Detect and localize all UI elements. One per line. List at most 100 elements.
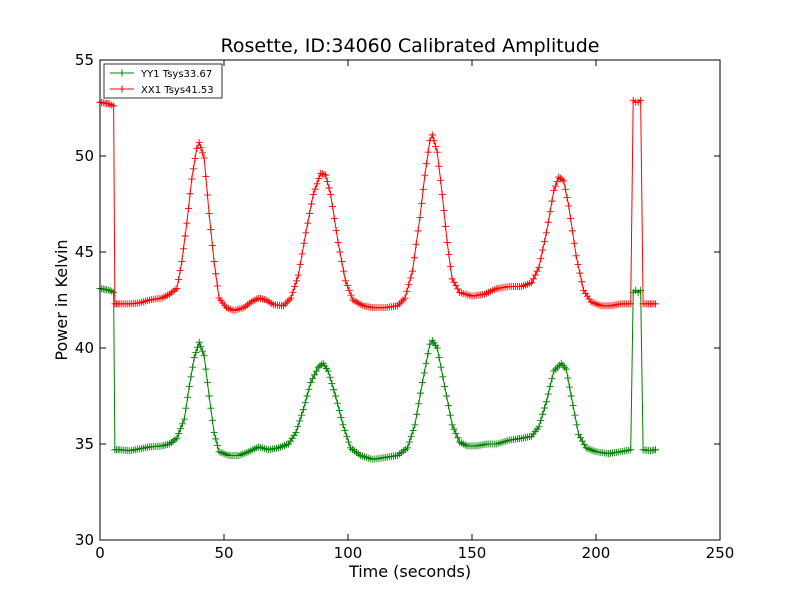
data-point-marker xyxy=(255,294,263,302)
data-point-marker xyxy=(203,191,211,199)
data-point-marker xyxy=(332,226,340,234)
data-point-marker xyxy=(419,185,427,193)
data-point-marker xyxy=(340,267,348,275)
data-point-marker xyxy=(546,382,554,390)
data-point-marker xyxy=(207,226,215,234)
data-point-marker xyxy=(182,404,190,412)
data-point-marker xyxy=(183,219,191,227)
data-point-marker xyxy=(528,279,536,287)
data-point-marker xyxy=(548,197,556,205)
data-point-marker xyxy=(247,298,255,306)
data-point-marker xyxy=(328,380,336,388)
data-point-marker xyxy=(315,175,323,183)
data-point-marker xyxy=(336,248,344,256)
data-point-marker xyxy=(456,438,464,446)
data-point-marker xyxy=(435,162,443,170)
data-point-marker xyxy=(433,344,441,352)
data-point-marker xyxy=(569,402,577,410)
y-tick-label: 40 xyxy=(75,339,94,357)
data-point-marker xyxy=(162,292,170,300)
data-point-marker xyxy=(191,155,199,163)
data-point-marker xyxy=(242,302,250,310)
data-point-marker xyxy=(309,190,317,198)
data-point-marker xyxy=(448,275,456,283)
data-point-marker xyxy=(563,194,571,202)
data-point-marker xyxy=(318,170,326,178)
data-point-marker xyxy=(580,440,588,448)
y-tick-label: 55 xyxy=(75,51,94,69)
data-point-marker xyxy=(401,294,409,302)
data-point-marker xyxy=(205,210,213,218)
data-point-marker xyxy=(301,399,309,407)
data-point-marker xyxy=(560,177,568,185)
data-point-marker xyxy=(165,290,173,298)
data-point-marker xyxy=(437,363,445,371)
data-point-marker xyxy=(207,404,215,412)
data-point-marker xyxy=(224,304,232,312)
data-point-marker xyxy=(566,383,574,391)
data-point-marker xyxy=(177,425,185,433)
data-point-marker xyxy=(287,294,295,302)
data-point-marker xyxy=(332,392,340,400)
data-point-marker xyxy=(440,206,448,214)
data-point-marker xyxy=(300,239,308,247)
data-point-marker xyxy=(264,297,272,305)
series-markers xyxy=(96,284,660,463)
data-point-marker xyxy=(307,379,315,387)
data-point-marker xyxy=(558,176,566,184)
data-point-marker xyxy=(450,278,458,286)
data-point-marker xyxy=(578,278,586,286)
data-point-marker xyxy=(576,269,584,277)
data-point-marker xyxy=(405,281,413,289)
data-point-marker xyxy=(412,240,420,248)
chart-title: Rosette, ID:34060 Calibrated Amplitude xyxy=(221,35,600,57)
data-point-marker xyxy=(334,238,342,246)
data-point-marker xyxy=(318,361,326,369)
data-point-marker xyxy=(580,286,588,294)
data-point-marker xyxy=(284,440,292,448)
data-point-marker xyxy=(548,375,556,383)
legend-box xyxy=(103,63,223,99)
y-tick-label: 50 xyxy=(75,147,94,165)
data-point-marker xyxy=(200,154,208,162)
data-point-marker xyxy=(302,229,310,237)
data-point-marker xyxy=(292,428,300,436)
data-point-marker xyxy=(459,440,467,448)
data-point-marker xyxy=(245,299,253,307)
series-yy1 xyxy=(96,284,660,463)
data-point-marker xyxy=(213,282,221,290)
data-point-marker xyxy=(564,374,572,382)
data-point-marker xyxy=(537,416,545,424)
data-point-marker xyxy=(424,148,432,156)
data-point-marker xyxy=(323,178,331,186)
data-point-marker xyxy=(325,184,333,192)
data-point-marker xyxy=(537,255,545,263)
data-point-marker xyxy=(561,185,569,193)
data-point-marker xyxy=(202,365,210,373)
data-point-marker xyxy=(404,444,412,452)
data-point-marker xyxy=(189,165,197,173)
data-point-marker xyxy=(169,287,177,295)
data-point-marker xyxy=(190,354,198,362)
data-point-marker xyxy=(180,415,188,423)
y-tick-label: 30 xyxy=(75,531,94,549)
data-point-marker xyxy=(551,182,559,190)
data-point-marker xyxy=(171,436,179,444)
tick-layer: 0 50 100 150 200 250 30 35 40 45 50 55 xyxy=(75,51,734,562)
data-point-marker xyxy=(424,350,432,358)
data-point-marker xyxy=(423,160,431,168)
data-point-marker xyxy=(110,102,118,110)
data-point-marker xyxy=(311,185,319,193)
data-point-marker xyxy=(539,410,547,418)
data-point-marker xyxy=(567,392,575,400)
data-point-marker xyxy=(173,284,181,292)
legend: YY1 Tsys33.67 XX1 Tsys41.53 xyxy=(103,63,223,99)
data-point-marker xyxy=(306,210,314,218)
data-point-marker xyxy=(343,432,351,440)
data-point-marker xyxy=(578,437,586,445)
data-point-marker xyxy=(435,354,443,362)
data-point-marker xyxy=(420,369,428,377)
data-point-marker xyxy=(575,430,583,438)
data-point-marker xyxy=(421,171,429,179)
data-point-marker xyxy=(345,286,353,294)
